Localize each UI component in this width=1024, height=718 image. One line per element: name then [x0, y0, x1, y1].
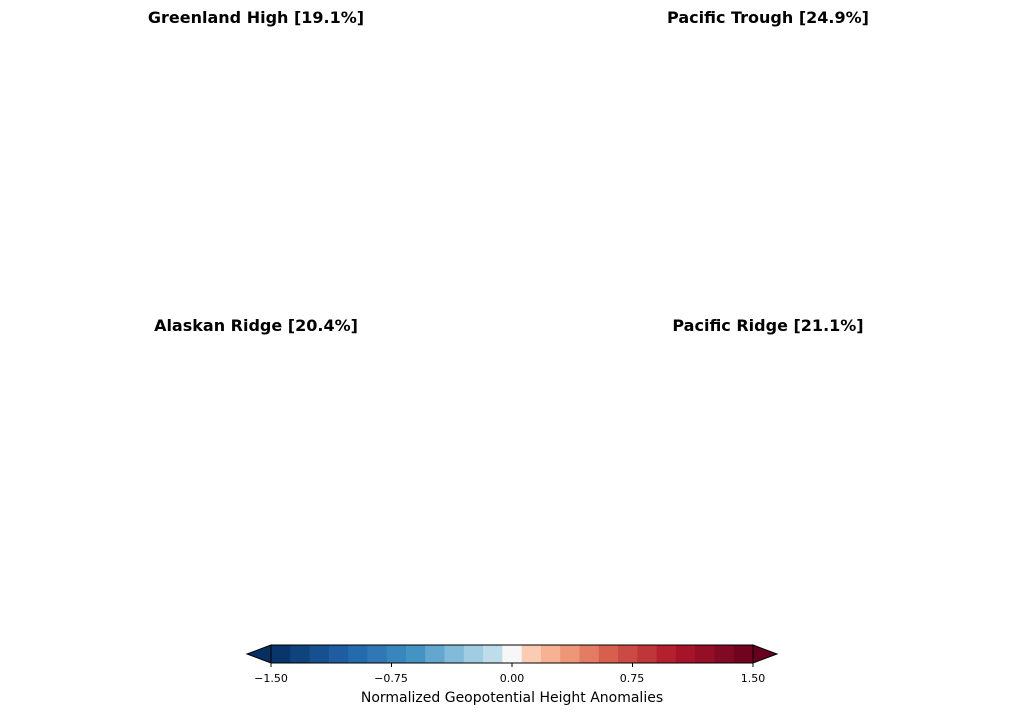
colorbar-level [733, 645, 754, 663]
colorbar-level [521, 645, 542, 663]
colorbar [245, 644, 779, 667]
colorbar-extend-low [245, 644, 272, 664]
colorbar-tick-label: 0.75 [619, 672, 645, 685]
colorbar-tick-label: 0.00 [499, 672, 525, 685]
colorbar-label: Normalized Geopotential Height Anomalies [360, 690, 664, 706]
anomaly-contour [589, 28, 981, 31]
colorbar-level [656, 645, 677, 663]
colorbar-tick-label: 1.50 [740, 672, 766, 685]
map-alaskan-ridge [8, 336, 498, 620]
colorbar-level [328, 645, 349, 663]
colorbar-tick-label: −0.75 [374, 672, 408, 685]
colorbar-level [348, 645, 368, 663]
map-greenland-high [8, 28, 498, 312]
panel-title-alaskan-ridge: Alaskan Ridge [20.4%] [154, 316, 358, 335]
colorbar-level [540, 645, 561, 663]
colorbar-level [637, 645, 658, 663]
colorbar-level [675, 645, 696, 663]
colorbar-level [598, 645, 619, 663]
colorbar-level [502, 645, 523, 663]
panel-title-pacific-trough: Pacific Trough [24.9%] [667, 8, 869, 27]
colorbar-level [405, 645, 426, 663]
colorbar-level [695, 645, 715, 663]
panel-title-greenland-high: Greenland High [19.1%] [147, 8, 365, 27]
colorbar-level [618, 645, 638, 663]
colorbar-level [483, 645, 503, 663]
colorbar-level [386, 645, 407, 663]
colorbar-level [271, 645, 291, 663]
colorbar-level [367, 645, 388, 663]
colorbar-level [309, 645, 330, 663]
colorbar-extend-high [752, 644, 779, 664]
map-pacific-ridge [530, 336, 1020, 620]
map-pacific-trough [530, 28, 1020, 312]
colorbar-level [425, 645, 446, 663]
colorbar-level [560, 645, 580, 663]
panel-title-pacific-ridge: Pacific Ridge [21.1%] [672, 316, 864, 335]
colorbar-level [463, 645, 484, 663]
colorbar-level [714, 645, 735, 663]
colorbar-level [579, 645, 600, 663]
colorbar-level [290, 645, 311, 663]
colorbar-tick-label: −1.50 [254, 672, 288, 685]
colorbar-level [444, 645, 465, 663]
